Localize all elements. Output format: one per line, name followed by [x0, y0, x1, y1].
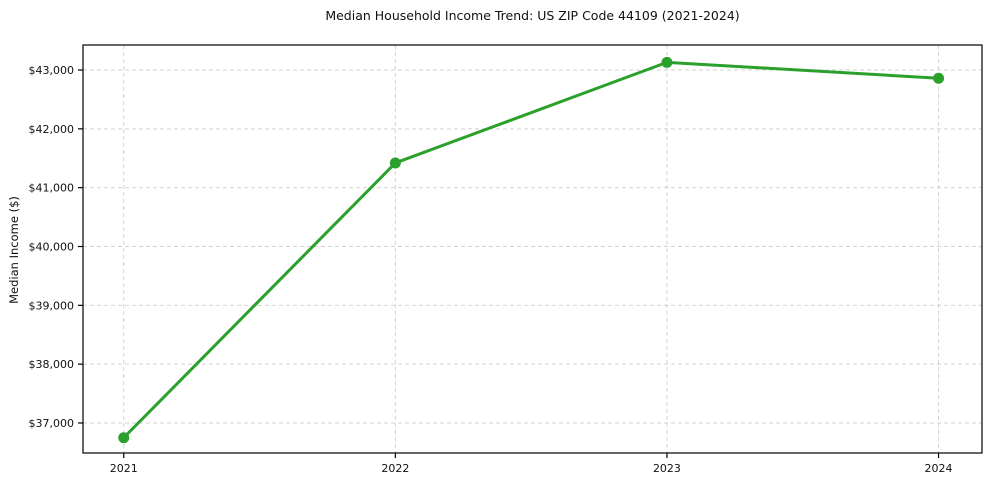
y-tick-label: $42,000	[29, 123, 75, 136]
data-point	[389, 157, 401, 169]
data-point	[118, 432, 130, 444]
y-tick-label: $38,000	[29, 358, 75, 371]
y-tick-label: $39,000	[29, 299, 75, 312]
chart-title: Median Household Income Trend: US ZIP Co…	[325, 8, 740, 23]
y-tick-label: $41,000	[29, 182, 75, 195]
data-point	[933, 72, 945, 84]
plot-frame	[82, 44, 983, 454]
data-point	[661, 56, 673, 68]
y-tick-label: $40,000	[29, 240, 75, 253]
y-tick-label: $37,000	[29, 417, 75, 430]
x-tick-label: 2024	[925, 462, 953, 475]
data-line	[122, 60, 941, 440]
x-tick-label: 2022	[381, 462, 409, 475]
x-tick-label: 2023	[653, 462, 681, 475]
y-tick-label: $43,000	[29, 64, 75, 77]
y-axis-label: Median Income ($)	[7, 196, 21, 304]
x-tick-label: 2021	[110, 462, 138, 475]
